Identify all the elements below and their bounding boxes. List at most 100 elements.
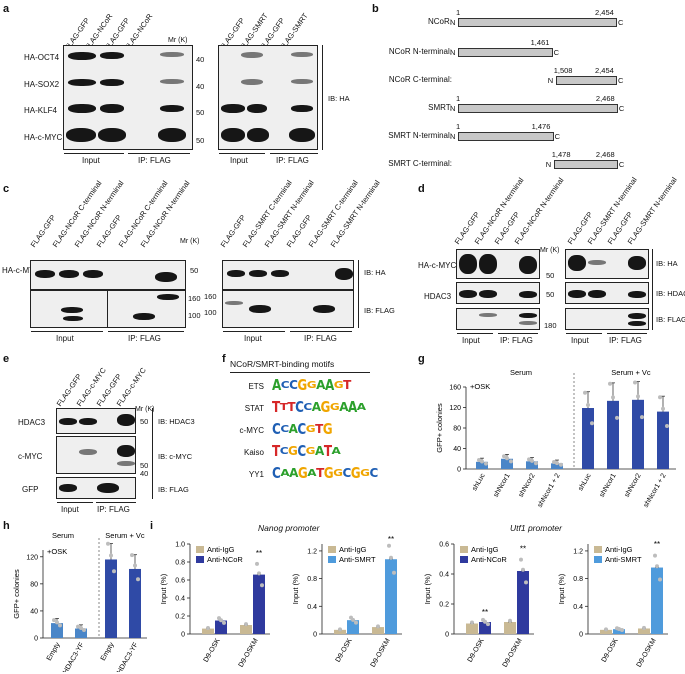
category-label: D9-OSKM bbox=[238, 637, 260, 668]
legend-label: Anti-NCoR bbox=[207, 555, 243, 564]
legend-label: Anti-IgG bbox=[339, 545, 367, 554]
y-tick-label: 0.2 bbox=[175, 614, 185, 621]
mw-marker: 50 bbox=[140, 461, 149, 470]
motif-base: A bbox=[289, 465, 298, 481]
data-point bbox=[642, 625, 646, 630]
significance-mark: ** bbox=[520, 544, 526, 553]
motif-logo: CAAGATGGCGGC bbox=[272, 464, 378, 482]
mw-marker: 40 bbox=[196, 82, 205, 91]
motif-base: G bbox=[322, 420, 333, 438]
data-point bbox=[480, 459, 484, 464]
bar-chart-i3: ** ** 0 0.2 0.4 0.6 Input (%) D9-OSK D9-OSKM Anti… bbox=[423, 542, 534, 669]
y-tick-label: 0.8 bbox=[573, 576, 583, 583]
y-tick-label: 40 bbox=[30, 608, 38, 615]
motif-base: T bbox=[323, 442, 332, 460]
start-residue: 1,478 bbox=[551, 150, 571, 159]
n-terminus: N bbox=[450, 48, 456, 57]
data-point bbox=[477, 458, 481, 463]
data-point bbox=[351, 617, 355, 622]
bar-chart-i2: ** 0 0.4 0.8 1.2 Input (%) D9-OSK D9-OSKM Anti-I… bbox=[291, 535, 402, 669]
y-tick-label: 0.4 bbox=[175, 596, 185, 603]
construct-name: NCoR N-terminal: bbox=[388, 47, 452, 56]
y-tick-label: 120 bbox=[26, 554, 38, 561]
panel-label-h: h bbox=[3, 520, 10, 532]
motif-base: G bbox=[305, 445, 316, 457]
data-point bbox=[508, 618, 512, 623]
data-point bbox=[392, 570, 396, 575]
bar-chart-i4: ** 0 0.4 0.8 1.2 Input (%) D9-OSK D9-OSKM Anti-I… bbox=[557, 540, 668, 669]
panel-label-d: d bbox=[418, 183, 425, 195]
y-tick-label: 160 bbox=[449, 385, 461, 392]
ib-label: IB: HA bbox=[364, 268, 386, 277]
data-point bbox=[604, 627, 608, 632]
significance-mark: ** bbox=[256, 549, 262, 558]
row-label: HDAC3 bbox=[18, 418, 46, 427]
data-point bbox=[58, 623, 62, 628]
legend-swatch bbox=[594, 556, 602, 563]
motif-name: c-MYC bbox=[239, 426, 264, 435]
data-point bbox=[244, 622, 248, 627]
motif-base: T bbox=[279, 401, 288, 413]
data-point bbox=[521, 567, 525, 572]
motif-base: A bbox=[348, 398, 357, 416]
n-terminus: N bbox=[450, 132, 456, 141]
panel-label-f: f bbox=[222, 353, 226, 365]
data-point bbox=[640, 415, 644, 420]
bar bbox=[651, 567, 663, 634]
data-point bbox=[82, 627, 86, 632]
y-tick-label: 0.8 bbox=[175, 560, 185, 567]
data-point bbox=[260, 583, 264, 588]
motif-base: T bbox=[272, 398, 280, 416]
data-point bbox=[552, 459, 556, 464]
c-terminus: C bbox=[618, 104, 625, 113]
bar bbox=[129, 568, 141, 638]
end-residue: 1,461 bbox=[530, 38, 550, 47]
mr-label: Mr (K) bbox=[168, 37, 188, 44]
ip-label: IP: FLAG bbox=[500, 336, 533, 345]
motif-base: G bbox=[297, 464, 308, 482]
legend-swatch bbox=[328, 546, 336, 553]
legend-swatch bbox=[594, 546, 602, 553]
c-terminus: C bbox=[618, 18, 624, 27]
y-axis-label: Input (%) bbox=[557, 573, 566, 604]
data-point bbox=[530, 458, 534, 463]
panel-label-c: c bbox=[3, 183, 10, 195]
osk-label: +OSK bbox=[47, 547, 67, 556]
y-tick-label: 0 bbox=[457, 467, 461, 474]
data-point bbox=[524, 580, 528, 585]
c-terminus: C bbox=[618, 160, 625, 169]
data-point bbox=[222, 620, 226, 625]
y-tick-label: 1.2 bbox=[573, 548, 583, 555]
motif-title: NCoR/SMRT-binding motifs bbox=[230, 359, 335, 369]
mw-marker: 50 bbox=[196, 136, 205, 145]
n-terminus: N bbox=[547, 76, 554, 85]
row-label: HA-OCT4 bbox=[24, 53, 60, 62]
y-tick-label: 0 bbox=[181, 632, 185, 639]
data-point bbox=[661, 406, 665, 411]
western-blot bbox=[63, 45, 193, 150]
data-point bbox=[620, 628, 624, 633]
data-point bbox=[505, 456, 509, 461]
legend-swatch bbox=[328, 556, 336, 563]
data-point bbox=[76, 624, 80, 629]
motif-base: A bbox=[316, 377, 325, 393]
motif-base: C bbox=[280, 423, 289, 435]
data-point bbox=[527, 457, 531, 462]
data-point bbox=[611, 395, 615, 400]
motif-base: T bbox=[287, 399, 296, 415]
motif-logo: TCGCGATA bbox=[272, 442, 341, 460]
ib-label: IB: FLAG bbox=[158, 485, 189, 494]
motif-base: C bbox=[342, 465, 351, 481]
data-point bbox=[354, 620, 358, 625]
n-terminus: N bbox=[545, 160, 552, 169]
motif-base: A bbox=[356, 401, 366, 413]
motif-base: C bbox=[295, 398, 304, 416]
panel-label-e: e bbox=[3, 353, 10, 365]
y-tick-label: 0 bbox=[34, 636, 38, 643]
data-point bbox=[112, 569, 116, 574]
western-blot bbox=[456, 249, 540, 279]
motif-base: C bbox=[279, 445, 289, 457]
mw-marker: 50 bbox=[190, 266, 199, 275]
bar bbox=[501, 458, 513, 469]
data-point bbox=[470, 620, 474, 625]
